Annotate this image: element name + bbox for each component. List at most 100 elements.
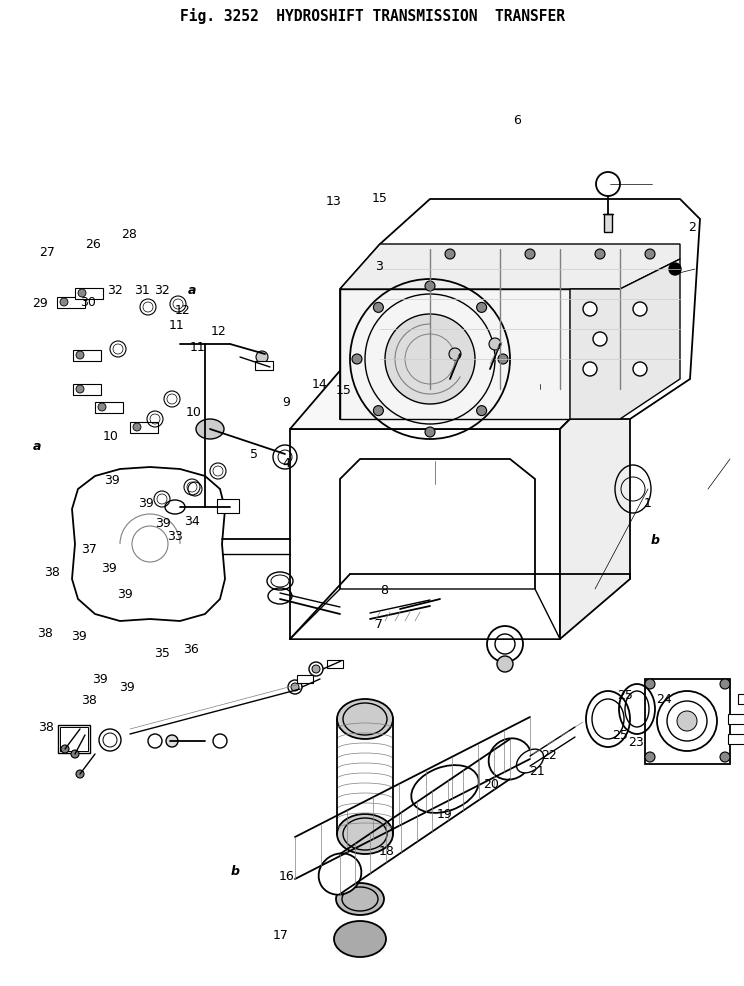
Text: 6: 6 xyxy=(513,113,521,127)
Circle shape xyxy=(583,363,597,377)
Circle shape xyxy=(445,249,455,259)
Circle shape xyxy=(498,355,508,365)
Polygon shape xyxy=(570,259,680,420)
Text: 26: 26 xyxy=(85,238,101,251)
Text: a: a xyxy=(187,283,196,297)
Text: 24: 24 xyxy=(656,692,673,706)
Text: 14: 14 xyxy=(312,378,328,391)
Text: 17: 17 xyxy=(272,928,289,942)
Circle shape xyxy=(492,541,500,550)
Text: 28: 28 xyxy=(121,228,137,242)
Text: 12: 12 xyxy=(211,324,227,338)
Text: 33: 33 xyxy=(167,529,183,543)
Text: 15: 15 xyxy=(371,191,388,205)
Text: 37: 37 xyxy=(81,542,97,556)
Bar xyxy=(728,714,744,725)
Circle shape xyxy=(465,472,473,481)
Text: 11: 11 xyxy=(168,318,185,332)
Circle shape xyxy=(595,249,605,259)
Text: 39: 39 xyxy=(155,516,171,529)
Circle shape xyxy=(477,303,487,314)
Text: 10: 10 xyxy=(102,429,118,443)
Circle shape xyxy=(490,503,498,511)
Circle shape xyxy=(428,462,436,470)
Circle shape xyxy=(669,263,681,276)
Text: 39: 39 xyxy=(118,680,135,694)
Bar xyxy=(75,289,103,300)
Text: 25: 25 xyxy=(617,688,633,702)
Circle shape xyxy=(583,303,597,317)
Text: 39: 39 xyxy=(117,587,133,600)
Text: 38: 38 xyxy=(81,693,97,707)
Text: 22: 22 xyxy=(541,747,557,761)
Circle shape xyxy=(497,657,513,672)
Circle shape xyxy=(391,476,400,484)
Circle shape xyxy=(477,406,487,416)
Text: 25: 25 xyxy=(612,728,628,741)
Circle shape xyxy=(76,352,84,360)
Circle shape xyxy=(112,482,124,494)
Bar xyxy=(58,726,90,753)
Circle shape xyxy=(309,663,323,676)
Text: 12: 12 xyxy=(174,304,190,317)
Circle shape xyxy=(288,680,302,694)
Circle shape xyxy=(372,548,380,556)
Circle shape xyxy=(79,538,91,550)
Circle shape xyxy=(645,752,655,762)
Circle shape xyxy=(489,338,501,351)
Text: 39: 39 xyxy=(138,496,154,510)
Text: a: a xyxy=(33,439,42,453)
Circle shape xyxy=(76,386,84,393)
Bar xyxy=(73,351,101,362)
Bar xyxy=(738,694,744,704)
Circle shape xyxy=(593,332,607,347)
Polygon shape xyxy=(340,290,570,420)
Polygon shape xyxy=(340,459,535,609)
Circle shape xyxy=(645,249,655,259)
Bar xyxy=(130,423,158,434)
Text: 36: 36 xyxy=(182,642,199,656)
Text: 16: 16 xyxy=(278,869,295,882)
Circle shape xyxy=(71,750,79,758)
Circle shape xyxy=(291,683,299,691)
Circle shape xyxy=(166,736,178,747)
Circle shape xyxy=(373,406,383,416)
Ellipse shape xyxy=(489,739,531,780)
Circle shape xyxy=(112,595,124,606)
Circle shape xyxy=(352,355,362,365)
Text: 38: 38 xyxy=(38,720,54,734)
Text: 2: 2 xyxy=(688,220,696,234)
Text: 30: 30 xyxy=(80,295,96,309)
Text: 10: 10 xyxy=(185,405,202,419)
Circle shape xyxy=(385,315,475,404)
Circle shape xyxy=(110,505,190,585)
Text: 39: 39 xyxy=(104,473,121,487)
Polygon shape xyxy=(290,430,560,639)
Circle shape xyxy=(720,752,730,762)
Text: 18: 18 xyxy=(379,844,395,858)
Polygon shape xyxy=(340,245,680,290)
Text: 23: 23 xyxy=(628,735,644,748)
Polygon shape xyxy=(290,360,630,430)
Bar xyxy=(73,385,101,395)
Text: 15: 15 xyxy=(336,384,352,397)
Polygon shape xyxy=(72,467,225,621)
Text: 38: 38 xyxy=(44,565,60,579)
Text: Fig. 3252  HYDROSHIFT TRANSMISSION  TRANSFER: Fig. 3252 HYDROSHIFT TRANSMISSION TRANSF… xyxy=(179,8,565,24)
Circle shape xyxy=(312,666,320,673)
Ellipse shape xyxy=(337,699,393,740)
Circle shape xyxy=(657,691,717,751)
Text: 39: 39 xyxy=(101,561,118,575)
Circle shape xyxy=(633,363,647,377)
Text: 4: 4 xyxy=(283,457,290,470)
Text: 11: 11 xyxy=(190,340,206,354)
Text: 7: 7 xyxy=(376,617,383,631)
Text: 31: 31 xyxy=(134,283,150,297)
Circle shape xyxy=(677,711,697,732)
Circle shape xyxy=(78,290,86,298)
Bar xyxy=(645,679,730,764)
Circle shape xyxy=(61,745,69,753)
Text: 38: 38 xyxy=(36,626,53,640)
Text: 32: 32 xyxy=(154,283,170,297)
Text: b: b xyxy=(231,864,240,878)
